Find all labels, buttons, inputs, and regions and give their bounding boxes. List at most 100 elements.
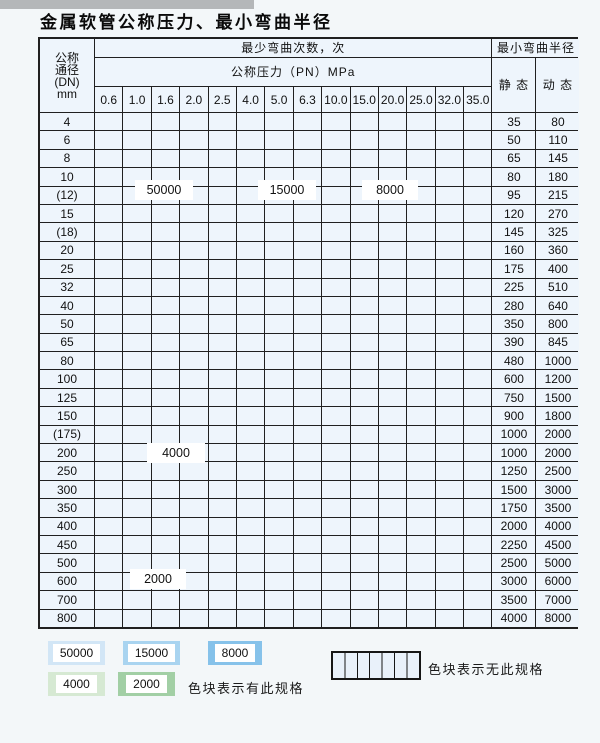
spec-cell xyxy=(208,223,236,241)
static-cell: 120 xyxy=(492,204,536,223)
no-spec-cell xyxy=(435,260,464,278)
no-spec-cell xyxy=(378,499,407,517)
dn-cell: 150 xyxy=(40,407,94,425)
no-spec-cell xyxy=(350,425,378,444)
dynamic-cell: 180 xyxy=(536,168,580,186)
header-pn-10.0: 10.0 xyxy=(322,87,350,112)
spec-cell xyxy=(123,609,151,627)
dn-cell: 6 xyxy=(40,131,94,149)
spec-cell xyxy=(151,204,180,223)
no-spec-cell xyxy=(265,444,293,462)
no-spec-cell xyxy=(407,333,435,352)
spec-cell xyxy=(322,186,350,204)
no-spec-cell xyxy=(322,609,350,627)
no-spec-cell xyxy=(265,517,293,535)
no-spec-cell xyxy=(407,572,435,591)
spec-cell xyxy=(151,535,180,554)
spec-cell xyxy=(208,315,236,333)
no-spec-cell xyxy=(464,186,492,204)
no-spec-cell xyxy=(378,352,407,370)
dn-cell: (12) xyxy=(40,186,94,204)
spec-cell xyxy=(95,499,123,517)
no-spec-cell xyxy=(350,388,378,407)
spec-cell xyxy=(95,333,123,352)
spec-cell xyxy=(95,296,123,315)
spec-cell xyxy=(123,260,151,278)
dynamic-cell: 7000 xyxy=(536,591,580,609)
no-spec-cell xyxy=(435,352,464,370)
spec-cell xyxy=(350,223,378,241)
dn-cell: 200 xyxy=(40,444,94,462)
no-spec-cell xyxy=(407,517,435,535)
no-spec-cell xyxy=(293,499,322,517)
no-spec-cell xyxy=(350,315,378,333)
spec-table: 公称 通径 (DN) mm 最少弯曲次数，次 最小弯曲半径 公称压力（PN）MPa 静 … xyxy=(38,37,580,629)
spec-cell xyxy=(151,131,180,149)
spec-cell xyxy=(123,223,151,241)
spec-cell xyxy=(95,131,123,149)
no-spec-cell xyxy=(378,407,407,425)
legend-swatch-50000: 50000 xyxy=(48,641,105,665)
spec-cell xyxy=(236,223,265,241)
no-spec-cell xyxy=(293,388,322,407)
dn-cell: 500 xyxy=(40,554,94,572)
spec-cell xyxy=(208,462,236,480)
spec-cell xyxy=(208,296,236,315)
spec-cell xyxy=(151,462,180,480)
no-spec-cell xyxy=(350,444,378,462)
no-spec-cell xyxy=(435,462,464,480)
spec-cell xyxy=(265,131,293,149)
spec-cell xyxy=(322,149,350,168)
spec-cell xyxy=(236,131,265,149)
spec-cell xyxy=(95,149,123,168)
no-spec-cell xyxy=(407,388,435,407)
spec-cell xyxy=(407,131,435,149)
legend-swatch-15000: 15000 xyxy=(123,641,180,665)
spec-cell xyxy=(265,296,293,315)
no-spec-cell xyxy=(435,241,464,260)
spec-cell xyxy=(208,499,236,517)
static-cell: 390 xyxy=(492,333,536,352)
dn-cell: (175) xyxy=(40,425,94,444)
spec-cell xyxy=(265,149,293,168)
no-spec-cell xyxy=(435,609,464,627)
legend-no-spec-text: 色块表示无此规格 xyxy=(428,662,545,677)
no-spec-cell xyxy=(378,370,407,388)
no-spec-cell xyxy=(378,480,407,499)
static-cell: 1000 xyxy=(492,444,536,462)
static-cell: 3000 xyxy=(492,572,536,591)
dynamic-cell: 2000 xyxy=(536,444,580,462)
static-cell: 480 xyxy=(492,352,536,370)
spec-cell xyxy=(123,554,151,572)
spec-cell xyxy=(322,296,350,315)
spec-cell xyxy=(180,572,208,591)
no-spec-cell xyxy=(208,609,236,627)
legend-label-8000: 8000 xyxy=(214,644,256,662)
no-spec-cell xyxy=(407,223,435,241)
no-spec-cell xyxy=(464,260,492,278)
no-spec-cell xyxy=(407,591,435,609)
spec-cell xyxy=(95,370,123,388)
header-min-bend-radius: 最小弯曲半径 xyxy=(492,39,580,57)
no-spec-cell xyxy=(378,572,407,591)
no-spec-cell xyxy=(378,296,407,315)
no-spec-cell xyxy=(435,480,464,499)
dn-cell: 10 xyxy=(40,168,94,186)
cycle-label-8000: 8000 xyxy=(362,180,418,200)
dynamic-cell: 8000 xyxy=(536,609,580,627)
no-spec-cell xyxy=(435,591,464,609)
spec-cell xyxy=(236,113,265,131)
spec-cell xyxy=(151,388,180,407)
dn-cell: 250 xyxy=(40,462,94,480)
dynamic-cell: 4500 xyxy=(536,535,580,554)
dn-cell: 80 xyxy=(40,352,94,370)
spec-cell xyxy=(151,296,180,315)
no-spec-cell xyxy=(464,370,492,388)
no-spec-cell xyxy=(350,278,378,296)
no-spec-cell xyxy=(407,352,435,370)
no-spec-cell xyxy=(435,315,464,333)
no-spec-cell xyxy=(293,535,322,554)
spec-cell xyxy=(123,149,151,168)
spec-cell xyxy=(180,352,208,370)
no-spec-cell xyxy=(435,131,464,149)
